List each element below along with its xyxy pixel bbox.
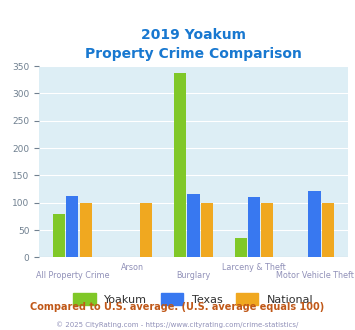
Bar bbox=[308, 191, 321, 257]
Text: Compared to U.S. average. (U.S. average equals 100): Compared to U.S. average. (U.S. average … bbox=[31, 302, 324, 312]
Text: Motor Vehicle Theft: Motor Vehicle Theft bbox=[275, 271, 354, 280]
Bar bbox=[80, 203, 92, 257]
Bar bbox=[53, 214, 65, 257]
Bar bbox=[248, 197, 260, 257]
Bar bbox=[187, 194, 200, 257]
Bar bbox=[235, 238, 247, 257]
Bar bbox=[174, 73, 186, 257]
Bar bbox=[261, 203, 273, 257]
Text: Burglary: Burglary bbox=[176, 271, 211, 280]
Bar bbox=[140, 203, 152, 257]
Text: All Property Crime: All Property Crime bbox=[36, 271, 109, 280]
Text: Arson: Arson bbox=[121, 263, 144, 272]
Bar bbox=[322, 203, 334, 257]
Title: 2019 Yoakum
Property Crime Comparison: 2019 Yoakum Property Crime Comparison bbox=[85, 28, 302, 61]
Bar bbox=[66, 196, 78, 257]
Legend: Yoakum, Texas, National: Yoakum, Texas, National bbox=[69, 289, 318, 309]
Text: © 2025 CityRating.com - https://www.cityrating.com/crime-statistics/: © 2025 CityRating.com - https://www.city… bbox=[56, 322, 299, 328]
Text: Larceny & Theft: Larceny & Theft bbox=[222, 263, 286, 272]
Bar bbox=[201, 203, 213, 257]
